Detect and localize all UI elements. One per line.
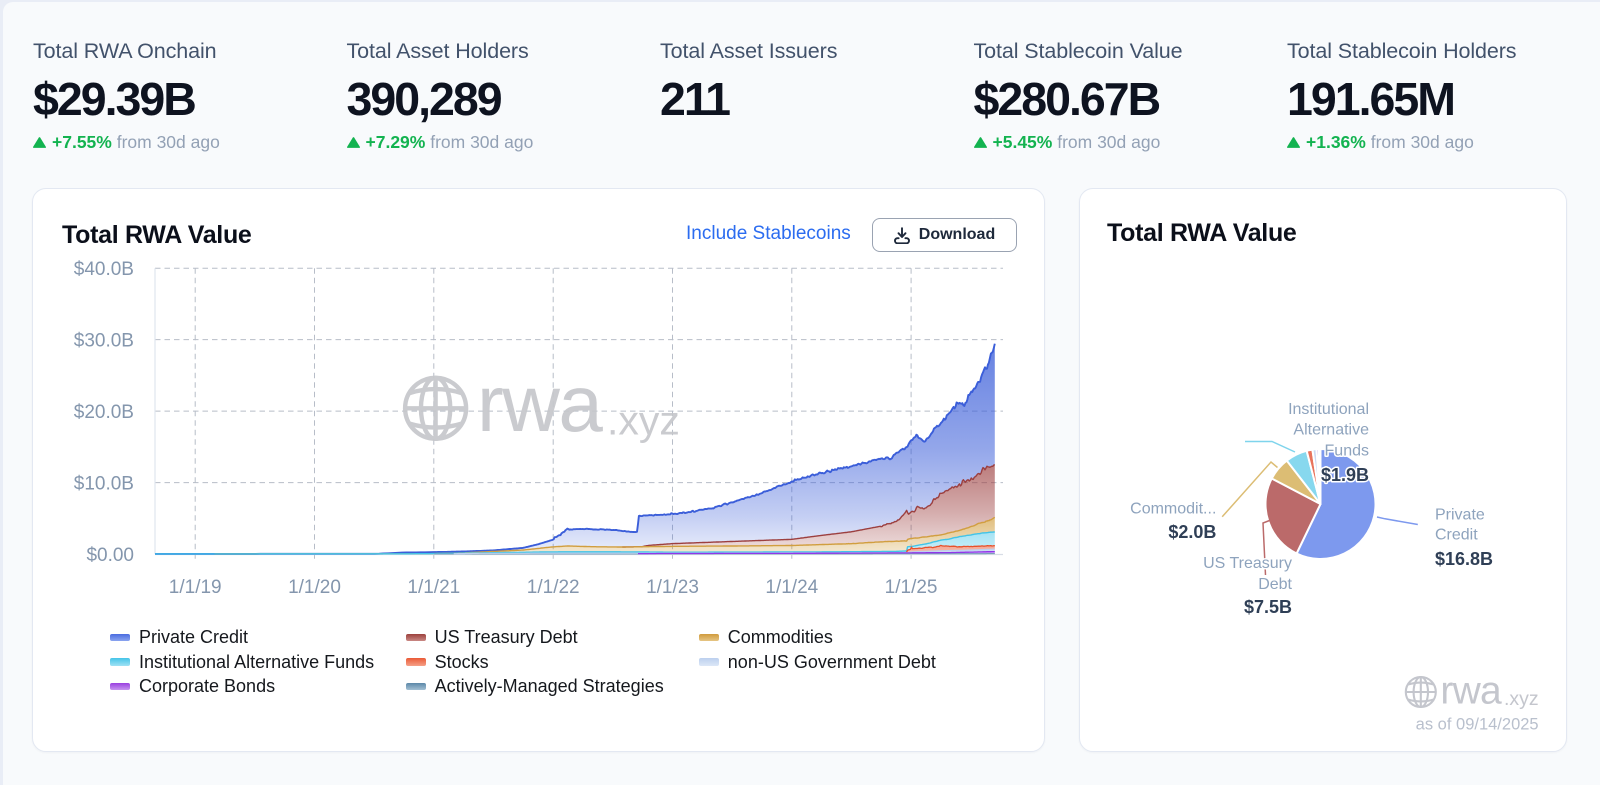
svg-text:Private: Private bbox=[1435, 506, 1485, 523]
svg-text:$2.0B: $2.0B bbox=[1168, 522, 1216, 542]
svg-text:1/1/22: 1/1/22 bbox=[527, 577, 580, 598]
svg-text:rwa: rwa bbox=[477, 359, 603, 448]
svg-text:1/1/23: 1/1/23 bbox=[646, 577, 699, 598]
svg-text:US Treasury: US Treasury bbox=[1203, 555, 1292, 572]
svg-text:Alternative: Alternative bbox=[1293, 422, 1369, 439]
svg-text:$16.8B: $16.8B bbox=[1435, 549, 1493, 569]
svg-text:$40.0B: $40.0B bbox=[74, 259, 134, 280]
svg-text:$0.00: $0.00 bbox=[86, 545, 134, 566]
svg-text:rwa: rwa bbox=[1440, 670, 1502, 713]
svg-text:Credit: Credit bbox=[1435, 527, 1478, 544]
svg-text:1/1/25: 1/1/25 bbox=[885, 577, 938, 598]
svg-text:$10.0B: $10.0B bbox=[74, 474, 134, 495]
svg-text:.xyz: .xyz bbox=[607, 398, 680, 444]
svg-text:$30.0B: $30.0B bbox=[74, 331, 134, 352]
svg-text:1/1/24: 1/1/24 bbox=[765, 577, 818, 598]
svg-text:1/1/20: 1/1/20 bbox=[288, 577, 341, 598]
svg-text:as of 09/14/2025: as of 09/14/2025 bbox=[1416, 716, 1539, 734]
svg-text:$1.9B: $1.9B bbox=[1321, 465, 1369, 485]
svg-text:Debt: Debt bbox=[1258, 576, 1292, 593]
svg-text:Commodit...: Commodit... bbox=[1130, 500, 1216, 517]
svg-text:Funds: Funds bbox=[1325, 442, 1369, 459]
svg-text:$20.0B: $20.0B bbox=[74, 402, 134, 423]
svg-text:1/1/19: 1/1/19 bbox=[169, 577, 222, 598]
svg-text:1/1/21: 1/1/21 bbox=[407, 577, 460, 598]
svg-text:Institutional: Institutional bbox=[1288, 401, 1369, 418]
svg-text:$7.5B: $7.5B bbox=[1244, 597, 1292, 617]
svg-text:.xyz: .xyz bbox=[1504, 688, 1539, 710]
